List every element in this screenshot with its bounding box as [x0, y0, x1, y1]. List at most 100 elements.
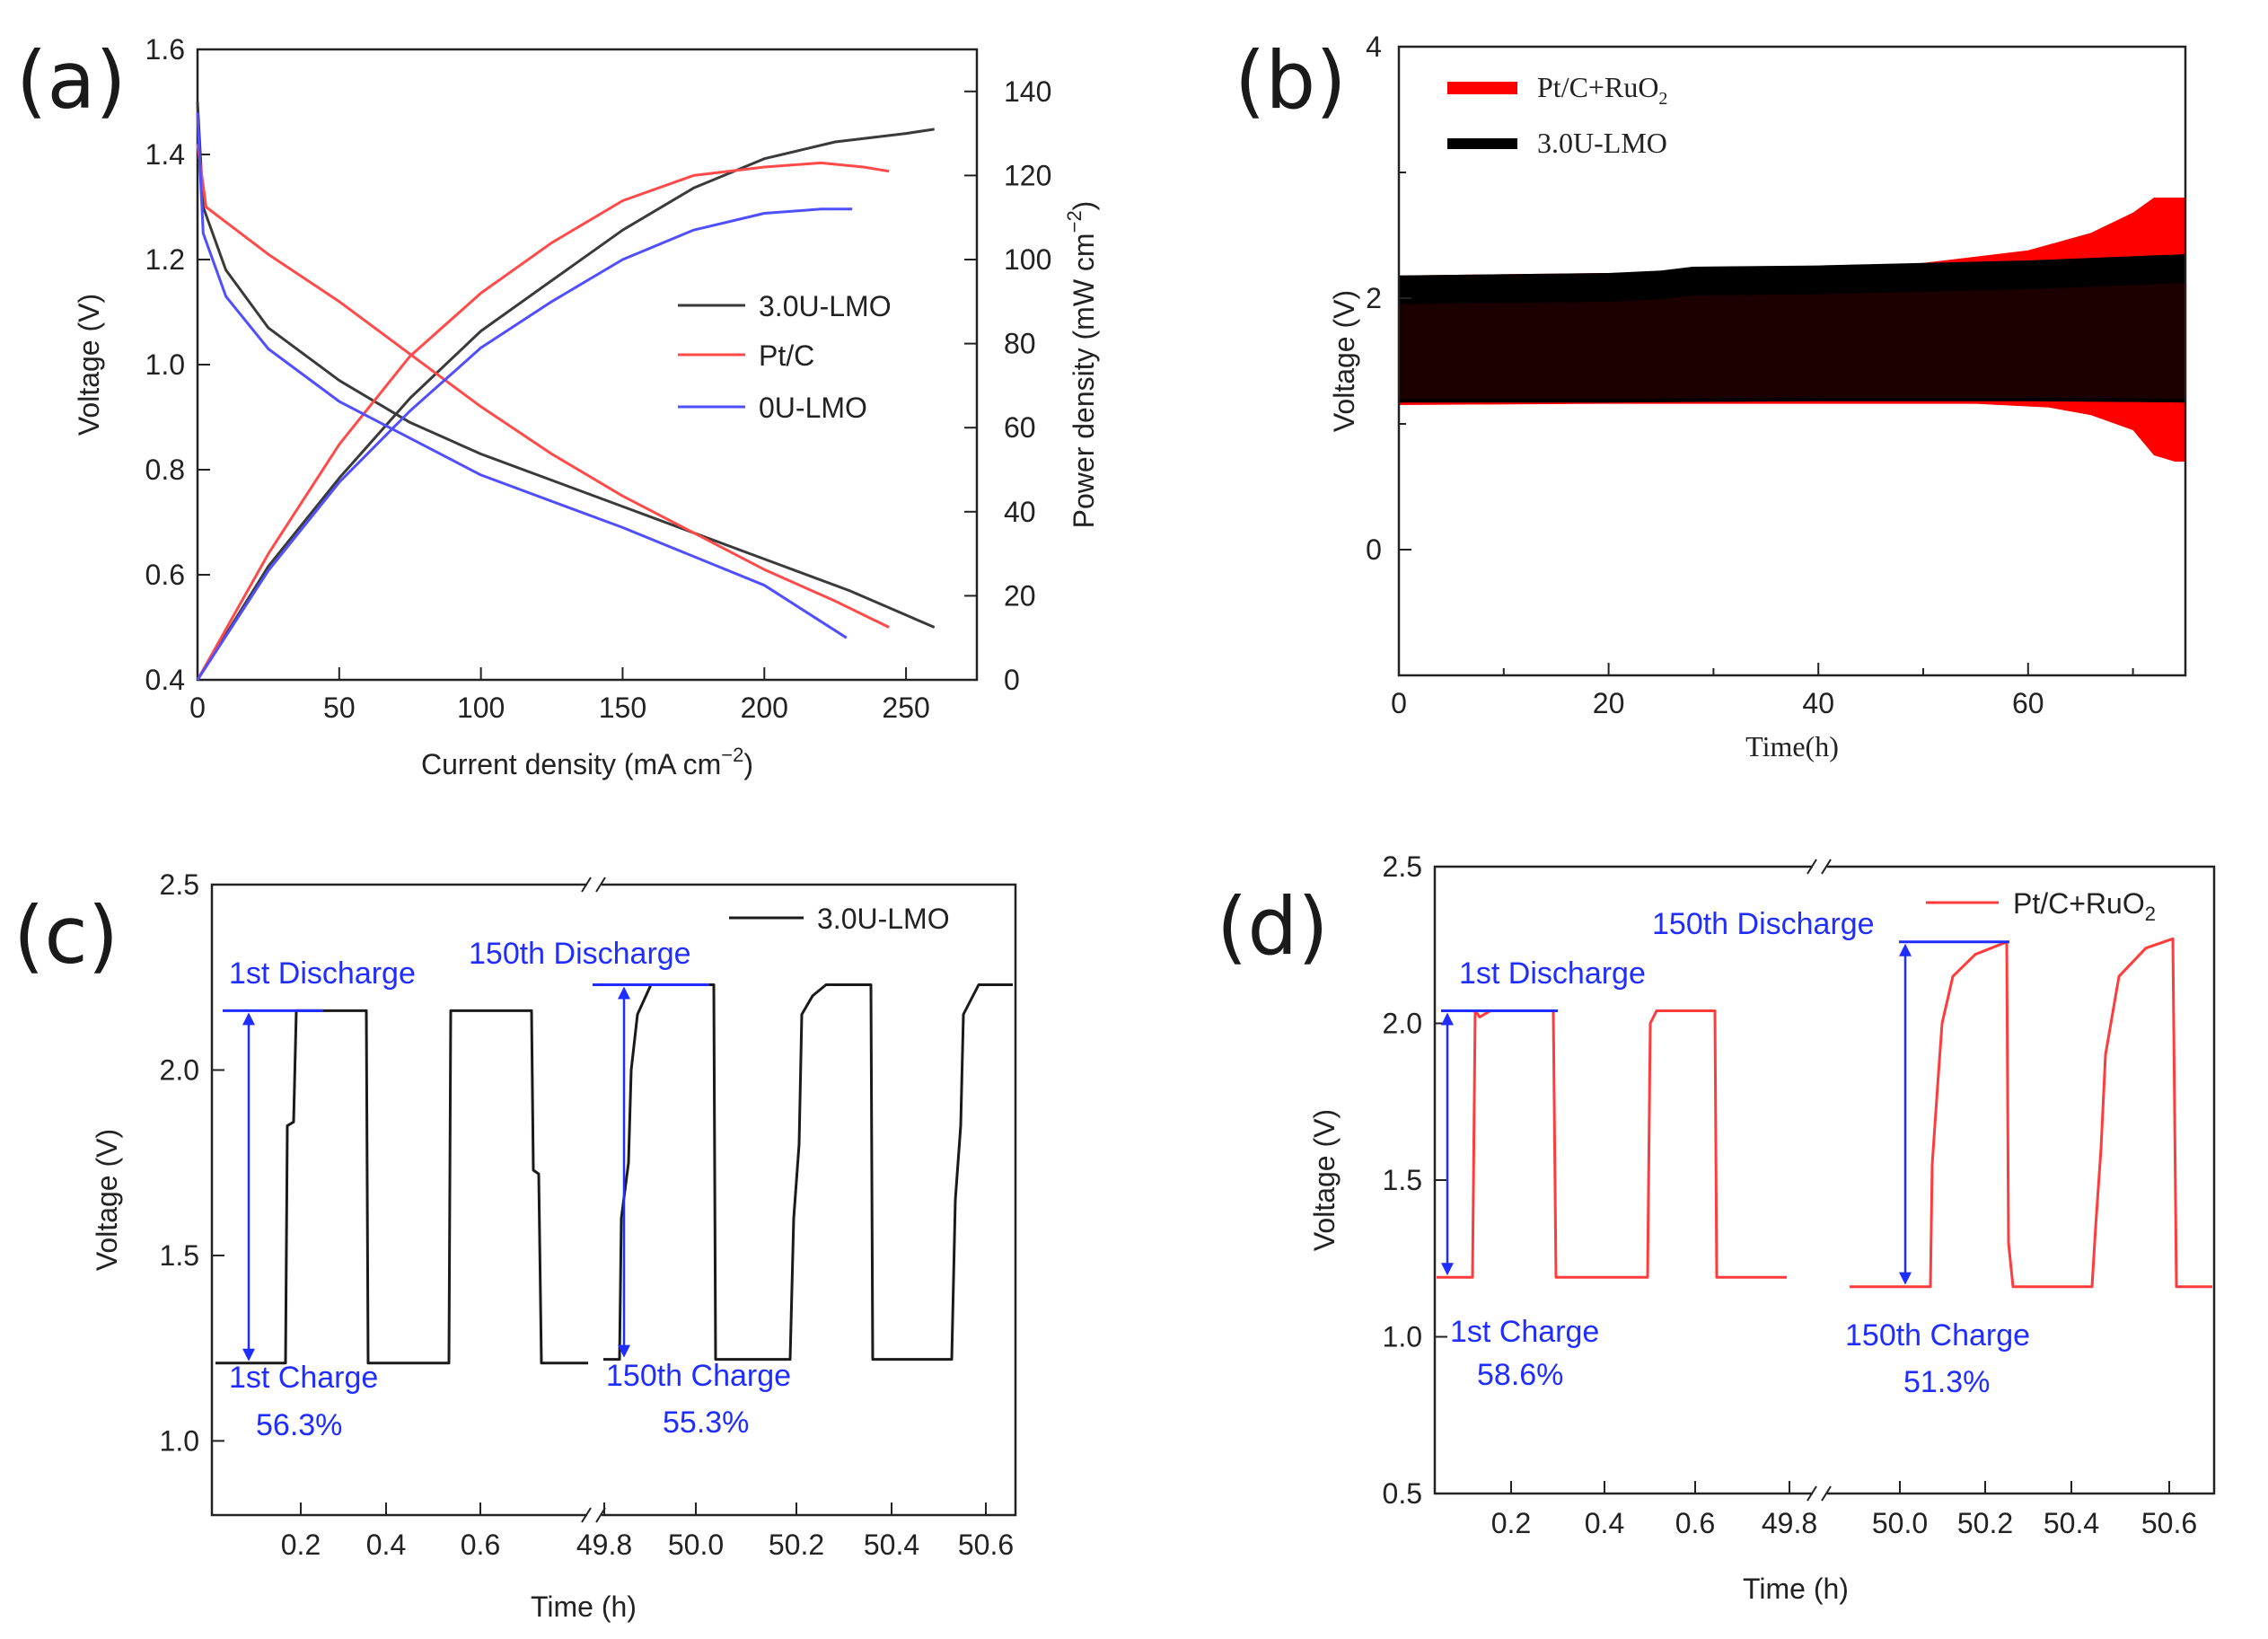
x-tick-label: 50.4	[864, 1529, 919, 1561]
arrowhead-down	[1899, 1272, 1912, 1285]
panel-label: (d)	[1217, 880, 1329, 973]
x-tick-label: 50.6	[958, 1529, 1014, 1561]
y-tick-label: 2	[1366, 282, 1382, 314]
x-tick-label: 0.6	[461, 1529, 500, 1561]
voltage-curve-3.0u-lmo	[196, 101, 936, 629]
x-tick-label: 50	[323, 692, 356, 724]
y-tick-label: 2.5	[1383, 850, 1422, 883]
annotations: 1st Discharge 150th Discharge 1st Charge…	[1450, 907, 2030, 1399]
legend: 3.0U-LMO Pt/C 0U-LMO	[678, 290, 892, 424]
panel-a: (a) 0 50 100 150 200 2500.40.60.81.01.21.41.6…	[16, 33, 1100, 780]
annotation-1st-charge: 1st Charge	[229, 1361, 378, 1395]
y-axis-label: Voltage (V)	[1328, 290, 1360, 432]
y-tick-label: 1.2	[145, 243, 185, 276]
arrowhead-up	[1899, 943, 1912, 956]
voltage-trace-segment	[1437, 1009, 1787, 1279]
x-tick-label: 20	[1593, 687, 1625, 719]
legend-label-3.0U-LMO: 3.0U-LMO	[759, 290, 892, 322]
power-curve-3.0u-lmo	[196, 128, 935, 681]
y-tick-label: 1.0	[145, 348, 185, 381]
y2-tick-label: 80	[1004, 328, 1036, 360]
power-curve-pt-c	[196, 161, 890, 681]
y-tick-label: 0.4	[145, 664, 185, 696]
annotation-150th-charge: 150th Charge	[1845, 1318, 2030, 1353]
x-axis-label: Time (h)	[1743, 1573, 1849, 1605]
annotation-1st-discharge: 1st Discharge	[229, 956, 416, 991]
annotations: 1st Discharge 150th Discharge 1st Charge…	[229, 937, 791, 1442]
x-tick-label: 40	[1802, 687, 1834, 719]
panel-label: (a)	[16, 34, 127, 127]
y2-tick-label: 140	[1004, 75, 1051, 108]
x-tick-label: 0.2	[281, 1529, 321, 1561]
overlap-band	[1399, 283, 2185, 400]
x-axis-label: Time(h)	[1745, 730, 1839, 762]
y2-tick-label: 100	[1004, 243, 1051, 276]
axis-break-mark	[595, 877, 606, 893]
legend-label-0U-LMO: 0U-LMO	[759, 392, 867, 424]
x-tick-label: 60	[2012, 687, 2044, 719]
arrowhead-up	[1441, 1012, 1454, 1026]
panel-label: (c)	[13, 889, 119, 982]
y-tick-label: 0.6	[145, 559, 185, 591]
annotation-150th-discharge: 150th Discharge	[1652, 907, 1875, 941]
y2-tick-label: 20	[1004, 579, 1036, 612]
axis-break-mark	[1821, 859, 1832, 875]
y2-axis-label: Power density (mW cm−2)	[1063, 201, 1100, 529]
voltage-trace-segment	[603, 983, 1013, 1361]
voltage-trace-segment	[215, 1009, 588, 1365]
plot-frame	[196, 48, 979, 682]
annotation-1st-efficiency: 56.3%	[256, 1408, 342, 1442]
x-tick-label: 250	[882, 692, 929, 724]
legend: 3.0U-LMO	[729, 903, 950, 935]
x-tick-label: 49.8	[576, 1529, 632, 1561]
voltage-curve-0u-lmo	[196, 112, 848, 639]
y-tick-label: 2.0	[160, 1053, 199, 1086]
x-tick-label: 0	[1391, 687, 1407, 719]
panel-b: (b) 0 20 40 60 0 2 4 Time(h) Voltage (V) Pt/C+…	[1235, 31, 2187, 762]
voltage-curve-pt-c	[196, 144, 890, 629]
x-tick-label: 0.4	[366, 1529, 406, 1561]
y-tick-label: 2.5	[160, 868, 199, 901]
annotation-150th-discharge: 150th Discharge	[469, 937, 691, 971]
legend-label-pt-c: Pt/C	[759, 339, 814, 372]
legend: Pt/C+RuO2 3.0U-LMO	[1447, 71, 1667, 159]
annotation-150th-efficiency: 51.3%	[1903, 1365, 1990, 1399]
axis-break-mark	[1806, 859, 1817, 875]
y-tick-label: 1.0	[160, 1424, 199, 1457]
arrowhead-down	[1441, 1263, 1454, 1276]
x-tick-label: 0.4	[1585, 1507, 1624, 1539]
x-tick-label: 50.2	[769, 1529, 824, 1561]
voltage-trace-segment	[1850, 937, 2212, 1289]
x-axis-label: Time (h)	[531, 1591, 637, 1623]
x-axis-label: Current density (mA cm−2)	[421, 744, 753, 780]
annotation-1st-discharge: 1st Discharge	[1459, 956, 1646, 991]
y-axis-label: Voltage (V)	[91, 1129, 123, 1271]
y-axis-label: Voltage (V)	[73, 294, 105, 436]
arrowhead-up	[242, 1012, 255, 1026]
axis-break-mark	[1821, 1485, 1832, 1502]
x-tick-label: 150	[599, 692, 646, 724]
y-axis-label: Voltage (V)	[1308, 1109, 1341, 1251]
x-tick-label: 50.0	[668, 1529, 724, 1561]
annotation-1st-efficiency: 58.6%	[1477, 1358, 1563, 1392]
annotation-1st-charge: 1st Charge	[1450, 1315, 1599, 1349]
power-curve-0u-lmo	[196, 207, 853, 681]
y-tick-label: 0.5	[1383, 1477, 1422, 1510]
plot-frame	[1397, 45, 2187, 677]
x-tick-label: 50.6	[2141, 1507, 2197, 1539]
y-tick-label: 1.0	[1383, 1321, 1422, 1353]
y2-tick-label: 40	[1004, 496, 1036, 528]
panel-label: (b)	[1235, 34, 1347, 127]
legend: Pt/C+RuO2	[1926, 887, 2156, 925]
axis-break-mark	[581, 1507, 592, 1523]
legend-label-3.0U-LMO: 3.0U-LMO	[817, 903, 950, 935]
x-tick-label: 200	[741, 692, 788, 724]
x-tick-label: 0	[189, 692, 206, 724]
axis-break-mark	[1806, 1485, 1817, 1502]
panel-d: (d) 0.5 1.0 1.5 2.0 2.5 0.2 0.4 0.6 49.8 50.0 50.2…	[1217, 850, 2216, 1605]
y-tick-label: 1.6	[145, 33, 185, 66]
y-tick-label: 4	[1366, 31, 1382, 63]
y2-tick-label: 120	[1004, 159, 1051, 191]
y2-tick-label: 60	[1004, 411, 1036, 444]
